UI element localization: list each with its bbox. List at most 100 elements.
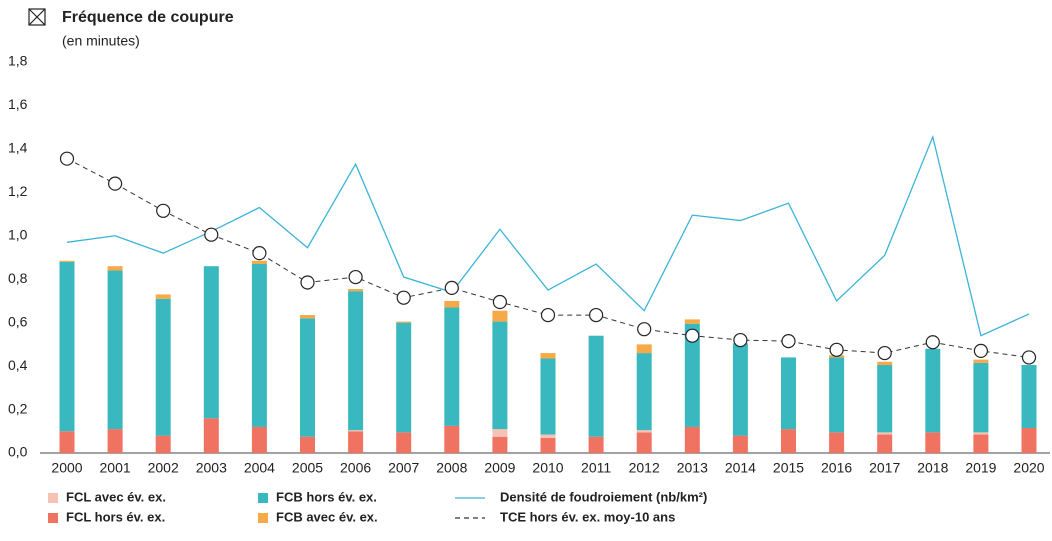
bar-segment — [155, 298, 171, 436]
legend-label: FCL hors év. ex. — [66, 509, 165, 524]
marker — [1021, 350, 1037, 365]
bar-segment — [925, 348, 941, 433]
bar-segment — [781, 357, 796, 430]
legend-label: FCB avec év. ex. — [276, 509, 378, 524]
x-tick-label: 2003 — [196, 460, 227, 476]
bar-segment — [636, 432, 652, 453]
y-tick-label: 1,2 — [8, 183, 28, 199]
bar-segment — [251, 264, 267, 427]
y-tick-label: 0,6 — [8, 313, 28, 329]
bar-segment — [348, 291, 364, 431]
bar-segment — [540, 353, 556, 359]
bar-segment — [492, 321, 508, 430]
y-tick-label: 0,2 — [8, 400, 28, 416]
bar-segment — [492, 310, 508, 322]
bar-segment — [444, 300, 460, 308]
x-tick-label: 2019 — [965, 460, 996, 476]
bar-segment — [59, 260, 75, 262]
y-tick-label: 1,0 — [8, 226, 28, 242]
bar-segment — [251, 260, 267, 265]
bar-segment — [684, 319, 700, 324]
bar-segment — [348, 431, 364, 453]
bar-segment — [684, 426, 700, 453]
y-tick-label: 1,4 — [8, 140, 28, 156]
bar-segment — [829, 432, 845, 453]
bar-segment — [348, 288, 364, 292]
bar-segment — [781, 429, 796, 453]
bar-segment — [251, 426, 267, 453]
marker — [973, 343, 989, 359]
bar-segment — [684, 323, 700, 427]
marker — [588, 307, 604, 323]
bar-segment — [444, 307, 460, 426]
x-tick-label: 2014 — [725, 460, 756, 476]
x-tick-label: 2011 — [581, 460, 611, 476]
marker — [156, 203, 171, 218]
x-tick-label: 2018 — [917, 460, 948, 476]
bar-segment — [492, 429, 508, 437]
legend-swatch — [48, 493, 58, 503]
bar-segment — [588, 436, 604, 453]
x-tick-label: 2006 — [340, 460, 371, 476]
x-tick-label: 2004 — [244, 460, 275, 476]
marker — [107, 176, 123, 191]
bar-segment — [155, 435, 171, 453]
bar-segment — [107, 270, 123, 430]
legend-label: FCB hors év. ex. — [276, 489, 377, 504]
bar-segment — [540, 434, 556, 438]
marker — [829, 342, 844, 357]
marker — [59, 151, 75, 166]
legend-label: FCL avec év. ex. — [66, 489, 166, 504]
bar-segment — [877, 432, 893, 435]
bar-segment — [155, 294, 171, 299]
bar-segment — [492, 436, 508, 453]
legend-swatch — [258, 493, 268, 503]
icon — [28, 8, 46, 26]
y-tick-label: 0,8 — [8, 270, 28, 286]
bar-segment — [59, 431, 75, 453]
marker — [540, 307, 556, 323]
marker — [204, 227, 219, 242]
bar-segment — [396, 432, 412, 453]
bar-segment — [540, 358, 556, 435]
x-tick-label: 2016 — [821, 460, 852, 476]
bar-segment — [540, 437, 556, 453]
bar-segment — [829, 357, 845, 433]
bar-segment — [1021, 365, 1037, 429]
bar-segment — [59, 261, 75, 432]
legend-label: Densité de foudroiement (nb/km²) — [500, 489, 707, 504]
y-tick-label: 0,0 — [8, 444, 28, 460]
marker — [733, 332, 748, 348]
x-tick-label: 2002 — [148, 460, 179, 476]
marker — [781, 334, 796, 349]
bar-segment — [877, 361, 893, 366]
x-tick-label: 2007 — [388, 460, 419, 476]
y-tick-label: 1,6 — [8, 96, 28, 112]
x-tick-label: 2020 — [1013, 460, 1044, 476]
x-tick-label: 2017 — [869, 460, 900, 476]
chart-subtitle: (en minutes) — [62, 33, 140, 49]
x-tick-label: 2005 — [292, 460, 323, 476]
bar-segment — [732, 343, 748, 436]
bar-segment — [588, 335, 604, 437]
bar-segment — [636, 344, 652, 354]
marker — [444, 280, 459, 296]
chart-title: Fréquence de coupure — [62, 9, 234, 26]
line — [66, 134, 1030, 337]
x-tick-label: 2008 — [436, 460, 467, 476]
legend-swatch — [258, 513, 268, 523]
bar-segment — [973, 359, 989, 363]
x-tick-label: 2012 — [629, 460, 660, 476]
x-tick-label: 2010 — [532, 460, 563, 476]
marker — [685, 328, 700, 343]
marker — [637, 322, 652, 337]
x-tick-label: 2013 — [677, 460, 708, 476]
bar-segment — [973, 434, 989, 453]
legend-swatch — [48, 513, 58, 523]
bar-segment — [444, 425, 460, 453]
bar-segment — [877, 434, 893, 453]
marker — [396, 290, 411, 305]
x-tick-label: 2009 — [484, 460, 515, 476]
bar-segment — [396, 321, 412, 323]
